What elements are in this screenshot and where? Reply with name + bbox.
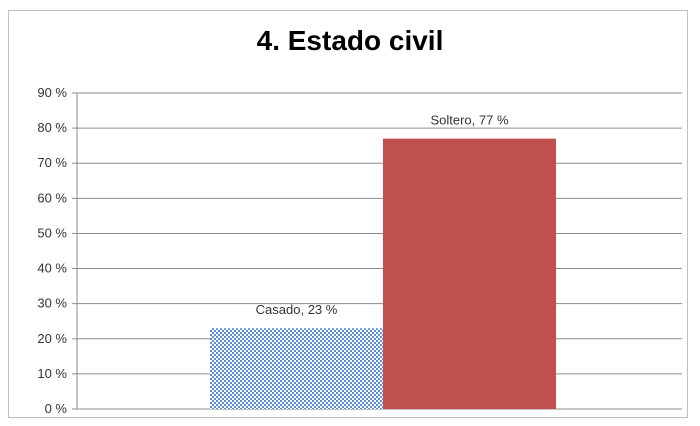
chart-title: 4. Estado civil xyxy=(256,25,444,56)
bars xyxy=(210,138,556,409)
y-tick-label: 50 % xyxy=(37,225,67,240)
y-tick-label: 40 % xyxy=(37,261,67,276)
data-label-casado: Casado, 23 % xyxy=(256,302,338,317)
y-tick-label: 0 % xyxy=(45,401,68,416)
y-tick-label: 30 % xyxy=(37,296,67,311)
y-tick-label: 80 % xyxy=(37,120,67,135)
bar-casado xyxy=(210,328,383,409)
y-tick-label: 60 % xyxy=(37,190,67,205)
y-tick-label: 90 % xyxy=(37,85,67,100)
y-axis-ticks: 0 % 10 % 20 % 30 % 40 % 50 % 60 % 70 % 80 % 90 % xyxy=(37,85,77,416)
bar-soltero xyxy=(383,138,556,409)
y-tick-label: 10 % xyxy=(37,366,67,381)
y-tick-label: 70 % xyxy=(37,155,67,170)
data-labels: Casado, 23 % Soltero, 77 % xyxy=(256,113,509,318)
data-label-soltero: Soltero, 77 % xyxy=(430,113,508,128)
y-tick-label: 20 % xyxy=(37,331,67,346)
